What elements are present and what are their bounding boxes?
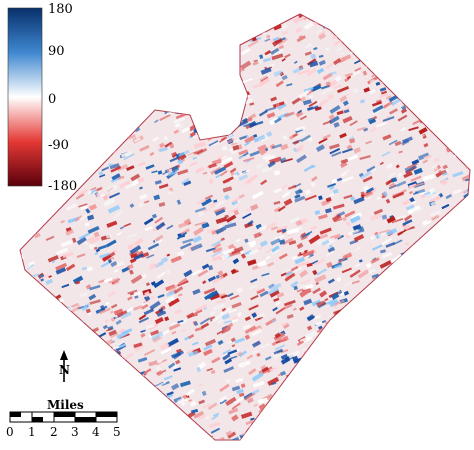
north-arrow-icon — [60, 350, 68, 382]
scale-bar — [9, 411, 118, 423]
north-arrow-label: N — [59, 363, 70, 377]
scale-tick-0: 0 — [6, 425, 14, 439]
legend-color-bar — [7, 7, 43, 187]
legend-label-max: 180 — [48, 2, 73, 17]
legend-label-zero: 0 — [48, 92, 57, 107]
legend-label-min: -180 — [48, 179, 78, 194]
scale-tick-3: 3 — [71, 425, 79, 439]
scale-tick-4: 4 — [92, 425, 100, 439]
raster-region — [19, 13, 471, 441]
scale-tick-1: 1 — [28, 425, 36, 439]
scale-tick-5: 5 — [113, 425, 121, 439]
legend-label-lower: -90 — [48, 138, 69, 153]
scale-bar-title: Miles — [47, 398, 84, 412]
scale-tick-2: 2 — [50, 425, 58, 439]
legend-label-upper: 90 — [48, 44, 65, 59]
